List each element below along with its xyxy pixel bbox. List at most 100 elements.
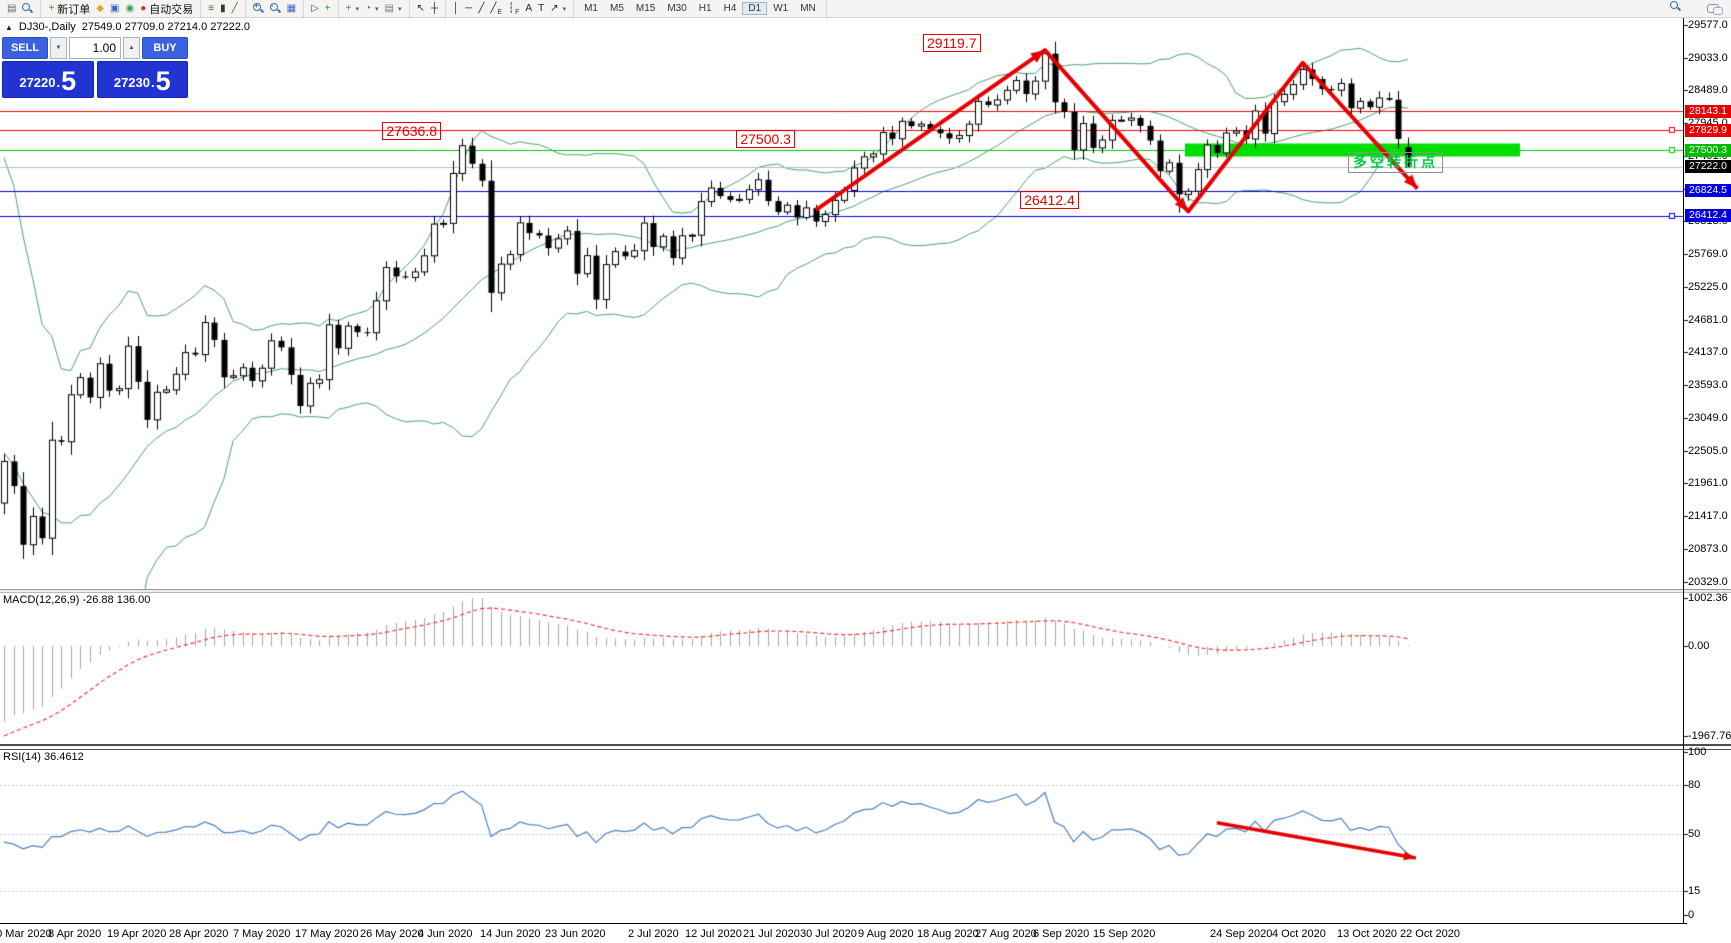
chart-title-row: ▲ DJ30-,Daily 27549.0 27709.0 27214.0 27… (5, 21, 250, 33)
vline-tool-glyph: │ (453, 3, 460, 14)
terminal-icon-glyph: ▣ (110, 3, 120, 14)
search-icon[interactable] (1670, 1, 1682, 12)
add-chart-icon[interactable]: + (322, 1, 334, 16)
ask-price-button[interactable]: 27230. 5 (96, 61, 188, 98)
text-tool[interactable]: A (522, 1, 535, 16)
timeframe-mn[interactable]: MN (800, 3, 816, 14)
cleanup-icon-glyph: ◆ (96, 3, 104, 14)
tile-windows-icon-glyph: ▦ (286, 3, 297, 14)
price-annotation-label[interactable]: 27636.8 (382, 121, 441, 140)
bid-big-digit: 5 (61, 66, 77, 96)
symbol-tree-toggle[interactable]: ▲ (5, 22, 13, 32)
channel-tool[interactable]: ╱ E (487, 1, 505, 16)
arrows-tool[interactable]: ↗ ▾ (547, 1, 569, 16)
zoom-out-icon[interactable]: - (267, 1, 284, 16)
periods-button-glyph: ◔ (364, 3, 372, 14)
bid-price-button[interactable]: 27220. 5 (2, 61, 94, 98)
ask-big-digit: 5 (155, 66, 171, 96)
arrows-tool-glyph: ↗ (550, 3, 559, 14)
preview-icon[interactable] (19, 1, 36, 16)
autotrading-button-label: 自动交易 (149, 3, 194, 16)
window-icon[interactable]: ▤ (4, 1, 19, 16)
candlestick-icon[interactable]: ▮ (217, 1, 229, 16)
window-icon-glyph: ▤ (7, 3, 17, 14)
templates-button[interactable]: ▤ ▾ (382, 1, 405, 16)
signals-icon[interactable]: ◉ (122, 1, 137, 16)
signals-icon-glyph: ◉ (125, 3, 135, 14)
price-annotation-label[interactable]: 27500.3 (736, 130, 795, 149)
volume-input[interactable] (69, 37, 121, 59)
add-indicator-button-glyph: + (345, 3, 352, 14)
cursor-tool[interactable]: ↖ (414, 1, 428, 16)
timeframe-w1[interactable]: W1 (773, 3, 789, 14)
toolbar-group: ↖ ┼ (410, 0, 446, 17)
add-indicator-button[interactable]: + ▾ (343, 1, 362, 16)
hline-tool[interactable]: ─ (462, 1, 475, 16)
preview-icon[interactable] (22, 3, 34, 14)
text-tool-glyph: A (525, 3, 533, 14)
crosshair-tool-glyph: ┼ (430, 3, 438, 14)
timeframe-h1[interactable]: H1 (698, 3, 712, 14)
periods-button[interactable]: ◔ ▾ (362, 1, 382, 16)
bar-chart-icon-glyph: ≡ (208, 3, 215, 14)
fibonacci-tool-glyph: ┆ (508, 3, 515, 14)
vline-tool[interactable]: │ (450, 1, 462, 16)
new-order-button-label: 新订单 (57, 3, 91, 16)
price-annotation-label[interactable]: 29119.7 (922, 34, 981, 53)
timeframe-h4[interactable]: H4 (723, 3, 737, 14)
main-toolbar: ▤ + 新订单 ◆ ▣ ◉ ● 自动交易 ≡ ▮ ╱ + - ▦ ▷ + + ▾ ◔ ▾ ▤ ▾ ↖ ┼ │ ─ ╱ ╱ E ┆ F A T ↗ ▾… (0, 0, 1731, 18)
toolbar-group: ▤ (0, 0, 42, 17)
timeframe-m1[interactable]: M1 (584, 3, 598, 14)
volume-up-button[interactable]: ▲ (123, 37, 140, 59)
toolbar-group: │ ─ ╱ ╱ E ┆ F A T ↗ ▾ (446, 0, 575, 17)
arrows-tool-caret: ▾ (562, 5, 567, 13)
crosshair-tool[interactable]: ┼ (428, 1, 441, 16)
trendline-tool-glyph: ╱ (478, 3, 485, 14)
zoom-out-icon[interactable]: - (269, 1, 281, 14)
autotrading-button-glyph: ● (140, 3, 147, 14)
ask-dot: . (151, 75, 155, 90)
cleanup-icon[interactable]: ◆ (93, 1, 107, 16)
zoom-in-icon[interactable]: + (250, 1, 267, 16)
bar-chart-icon[interactable]: ≡ (205, 1, 217, 16)
chat-icon[interactable] (1707, 4, 1723, 15)
label-tool-glyph: T (538, 3, 545, 14)
trendline-tool[interactable]: ╱ (475, 1, 487, 16)
timeframe-m5[interactable]: M5 (609, 3, 624, 14)
note-box[interactable]: 多空转折点 (1348, 152, 1443, 173)
zoom-in-icon[interactable]: + (252, 1, 264, 14)
autotrading-button[interactable]: ● 自动交易 (137, 1, 196, 16)
timeframe-d1[interactable]: D1 (742, 2, 768, 15)
channel-tool-sub: E (497, 9, 503, 16)
bid-main-digits: 27220 (19, 75, 56, 90)
buy-button[interactable]: BUY (142, 37, 188, 59)
fibonacci-tool[interactable]: ┆ F (505, 1, 522, 16)
channel-tool-glyph: ╱ (490, 3, 497, 14)
tile-windows-icon[interactable]: ▦ (284, 1, 299, 16)
hline-tool-glyph: ─ (465, 3, 473, 14)
new-order-button[interactable]: + 新订单 (45, 1, 93, 16)
line-chart-icon-glyph: ╱ (231, 3, 238, 14)
indicator-window-icon[interactable]: ▷ (308, 1, 322, 16)
toolbar-group: + - ▦ (246, 0, 305, 17)
line-chart-icon[interactable]: ╱ (229, 1, 241, 16)
templates-button-glyph: ▤ (384, 3, 394, 14)
periods-button-caret: ▾ (375, 5, 379, 13)
chart-symbol-period: DJ30-,Daily (18, 21, 76, 33)
timeframe-group: M1 M5 M15 M30 H1 H4 D1 W1 MN (574, 0, 827, 17)
timeframe-m15[interactable]: M15 (635, 3, 656, 14)
timeframe-m30[interactable]: M30 (667, 3, 687, 14)
sell-button[interactable]: SELL (2, 37, 48, 59)
bid-dot: . (56, 75, 61, 90)
terminal-icon[interactable]: ▣ (107, 1, 122, 16)
ask-main-digits: 27230 (113, 75, 150, 90)
add-indicator-button-caret: ▾ (355, 5, 359, 13)
indicator-window-icon-glyph: ▷ (311, 3, 319, 14)
cursor-tool-glyph: ↖ (416, 3, 425, 14)
volume-down-button[interactable]: ▼ (50, 37, 67, 59)
add-chart-icon-glyph: + (324, 3, 331, 14)
price-annotation-label[interactable]: 26412.4 (1020, 191, 1079, 210)
label-tool[interactable]: T (535, 1, 547, 16)
